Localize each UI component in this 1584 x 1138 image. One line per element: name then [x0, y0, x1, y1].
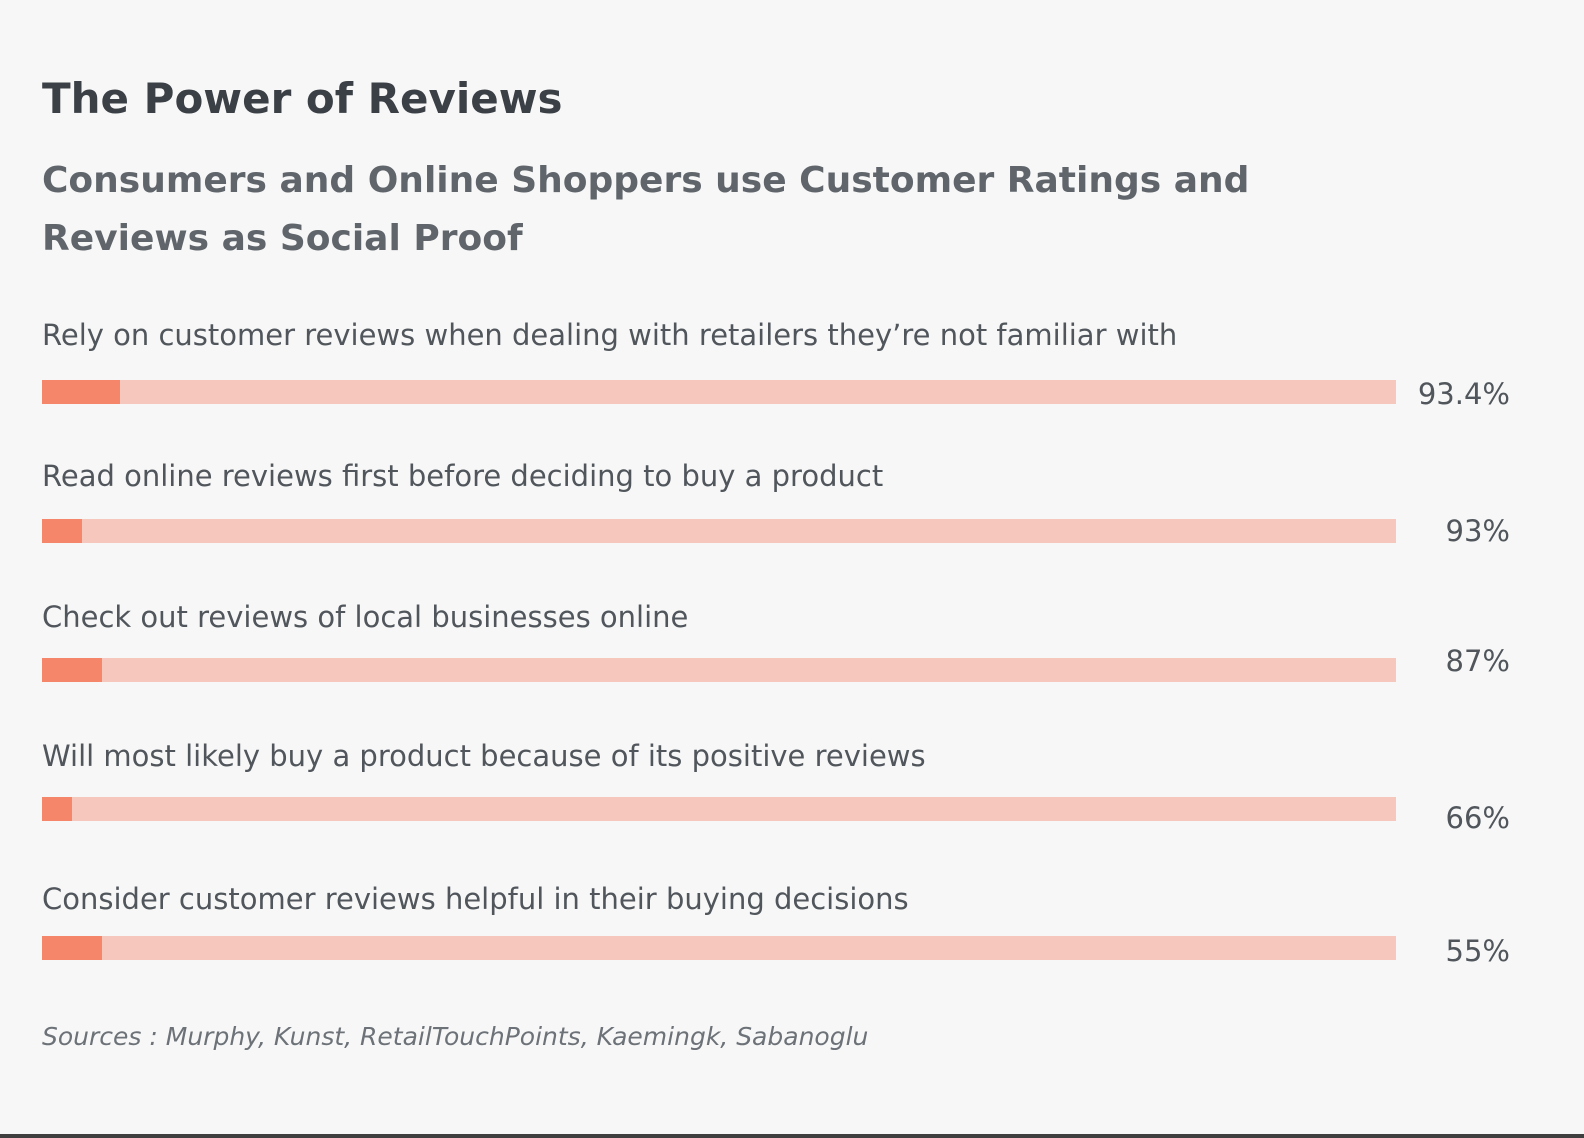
bar-label: Rely on customer reviews when dealing wi…: [42, 318, 1178, 352]
bar-label: Read online reviews first before decidin…: [42, 459, 884, 493]
bar-value-label: 93%: [1445, 514, 1510, 548]
bar-track: [42, 797, 1396, 821]
bar-label: Will most likely buy a product because o…: [42, 739, 926, 773]
bar-accent: [42, 519, 82, 543]
bar-accent: [42, 797, 72, 821]
chart-sources: Sources : Murphy, Kunst, RetailTouchPoin…: [42, 1022, 869, 1051]
bar-accent: [42, 658, 102, 682]
bottom-divider: [0, 1134, 1584, 1138]
bar-value-label: 66%: [1445, 801, 1510, 835]
chart-title: The Power of Reviews: [42, 74, 563, 123]
bar-track: [42, 380, 1396, 404]
bar-label: Consider customer reviews helpful in the…: [42, 882, 909, 916]
bar-value-label: 87%: [1445, 644, 1510, 678]
bar-accent: [42, 936, 102, 960]
bar-accent: [42, 380, 120, 404]
chart-subtitle: Consumers and Online Shoppers use Custom…: [42, 160, 1250, 259]
bar-value-label: 93.4%: [1417, 377, 1510, 411]
bar-value-label: 55%: [1445, 934, 1510, 968]
bar-track: [42, 519, 1396, 543]
bar-track: [42, 936, 1396, 960]
bar-label: Check out reviews of local businesses on…: [42, 600, 689, 634]
bar-track: [42, 658, 1396, 682]
